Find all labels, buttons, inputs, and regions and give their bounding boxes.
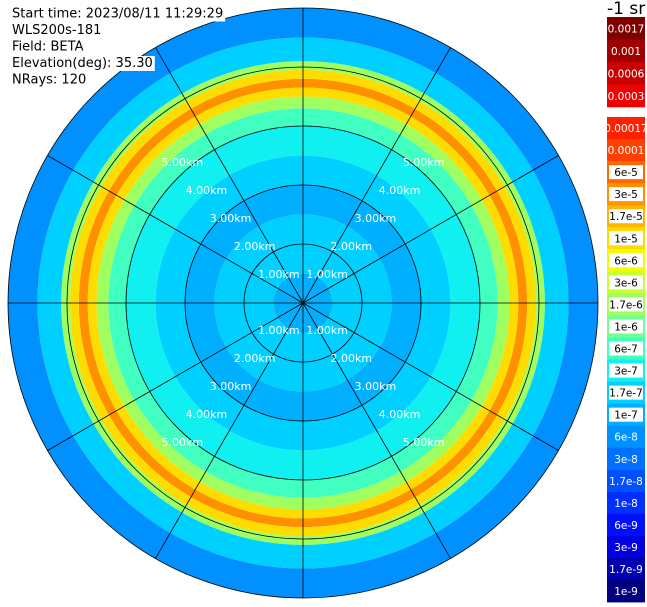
colorbar-label: 6e-8 xyxy=(614,432,638,444)
colorbar-label: 6e-6 xyxy=(614,255,638,267)
colorbar-label: 0.0003 xyxy=(608,91,645,103)
colorbar-cell xyxy=(607,39,645,63)
azimuth-line xyxy=(155,302,304,559)
header-bg xyxy=(10,72,89,88)
header-line: Elevation(deg): 35.30 xyxy=(12,56,153,71)
ring-label: 1.00km xyxy=(306,324,348,337)
ring-label: 3.00km xyxy=(210,380,252,393)
colorbar-label: 1.7e-9 xyxy=(609,564,643,576)
colorbar-label: 1.7e-6 xyxy=(609,299,643,311)
ring-label: 4.00km xyxy=(186,408,228,421)
colorbar-cell xyxy=(607,84,645,108)
ring-label: 5.00km xyxy=(403,436,445,449)
ring-label: 1.00km xyxy=(258,324,300,337)
colorbar-tick-box xyxy=(609,319,643,334)
colorbar-label: 3e-7 xyxy=(614,366,638,378)
colorbar-tick-box xyxy=(609,341,643,356)
azimuth-line xyxy=(47,302,304,451)
ring-label: 1.00km xyxy=(306,268,348,281)
ring-label: 5.00km xyxy=(161,156,203,169)
colorbar-label: 1e-5 xyxy=(614,233,638,245)
header-bg xyxy=(10,6,226,22)
colorbar-label: 3e-9 xyxy=(614,542,638,554)
header-line: NRays: 120 xyxy=(12,73,86,88)
ring-label: 5.00km xyxy=(403,156,445,169)
colorbar-label: 1.7e-7 xyxy=(609,388,643,400)
colorbar-label: 0.0017 xyxy=(608,23,645,35)
ring-label: 4.00km xyxy=(379,408,421,421)
header-line: Start time: 2023/08/11 11:29:29 xyxy=(12,7,223,22)
colorbar-cell xyxy=(607,117,645,140)
colorbar-tick-box xyxy=(609,385,643,400)
header-bg xyxy=(10,39,86,55)
colorbar-tick-box xyxy=(609,253,643,268)
colorbar-cell xyxy=(607,62,645,85)
colorbar-label: 1e-8 xyxy=(614,498,638,510)
colorbar-label: 0.001 xyxy=(611,46,641,58)
range-bin xyxy=(214,214,392,392)
colorbar-cell xyxy=(607,425,645,449)
colorbar-label: 1e-9 xyxy=(614,586,638,598)
colorbar-tick-box xyxy=(609,165,643,180)
colorbar-label: 6e-7 xyxy=(614,344,638,356)
colorbar-tick-box xyxy=(609,407,643,422)
colorbar-tick-box xyxy=(609,231,643,246)
colorbar-cell xyxy=(607,17,645,40)
header-bg xyxy=(10,23,104,38)
colorbar-label: 3e-8 xyxy=(614,454,638,466)
ring-label: 2.00km xyxy=(234,352,276,365)
colorbar-label: 6e-9 xyxy=(614,520,638,532)
azimuth-line xyxy=(302,302,451,559)
colorbar: -1 sr 0.0017 0.001 0.0006 0.0003 0.00017 0.000… xyxy=(604,0,647,603)
colorbar-label: 0.0001 xyxy=(608,145,645,157)
ring-label: 1.00km xyxy=(258,268,300,281)
azimuth-line xyxy=(302,302,559,451)
colorbar-label: 3e-5 xyxy=(614,189,638,201)
ring-label: 4.00km xyxy=(186,184,228,197)
colorbar-tick-box xyxy=(609,297,643,312)
colorbar-label: 1e-7 xyxy=(614,410,638,422)
colorbar-title: -1 sr xyxy=(607,0,645,19)
ring-label: 2.00km xyxy=(330,352,372,365)
colorbar-tick-box xyxy=(609,209,643,224)
ring-label: 2.00km xyxy=(330,240,372,253)
colorbar-tick-box xyxy=(609,187,643,202)
azimuth-line xyxy=(302,47,451,304)
header-line: WLS200s-181 xyxy=(12,23,101,38)
range-bin xyxy=(244,244,362,362)
colorbar-cell xyxy=(607,491,645,515)
colorbar-cell xyxy=(607,469,645,493)
ring-label: 3.00km xyxy=(355,380,397,393)
colorbar-cell xyxy=(607,580,645,603)
colorbar-label: 6e-5 xyxy=(614,167,638,179)
colorbar-label: 0.0006 xyxy=(608,68,645,80)
colorbar-cell xyxy=(607,558,645,581)
colorbar-cell xyxy=(607,447,645,471)
colorbar-tick-box xyxy=(609,363,643,378)
colorbar-tick-box xyxy=(609,275,643,290)
azimuth-line xyxy=(302,155,559,304)
ring-label: 5.00km xyxy=(161,436,203,449)
colorbar-label: 3e-6 xyxy=(614,277,638,289)
colorbar-label: 1.7e-8 xyxy=(609,476,643,488)
ring-label: 4.00km xyxy=(379,184,421,197)
colorbar-cell xyxy=(607,139,645,162)
colorbar-cell xyxy=(607,535,645,559)
ring-label: 3.00km xyxy=(210,212,252,225)
azimuth-line xyxy=(155,47,304,304)
ring-label: 3.00km xyxy=(355,212,397,225)
colorbar-label: 1e-6 xyxy=(614,321,638,333)
colorbar-cell xyxy=(607,513,645,537)
ring-labels: 1.00km 1.00km 1.00km 1.00km 2.00km 2.00km 2.00… xyxy=(161,156,444,449)
azimuth-line xyxy=(47,155,304,304)
header-bg xyxy=(10,56,155,71)
polar-grid xyxy=(7,7,599,599)
ring-label: 2.00km xyxy=(234,240,276,253)
header: Start time: 2023/08/11 11:29:29WLS200s-1… xyxy=(10,6,226,88)
colorbar-label: 0.00017 xyxy=(604,123,647,135)
colorbar-label: 1.7e-5 xyxy=(609,211,643,223)
header-line: Field: BETA xyxy=(12,40,84,55)
